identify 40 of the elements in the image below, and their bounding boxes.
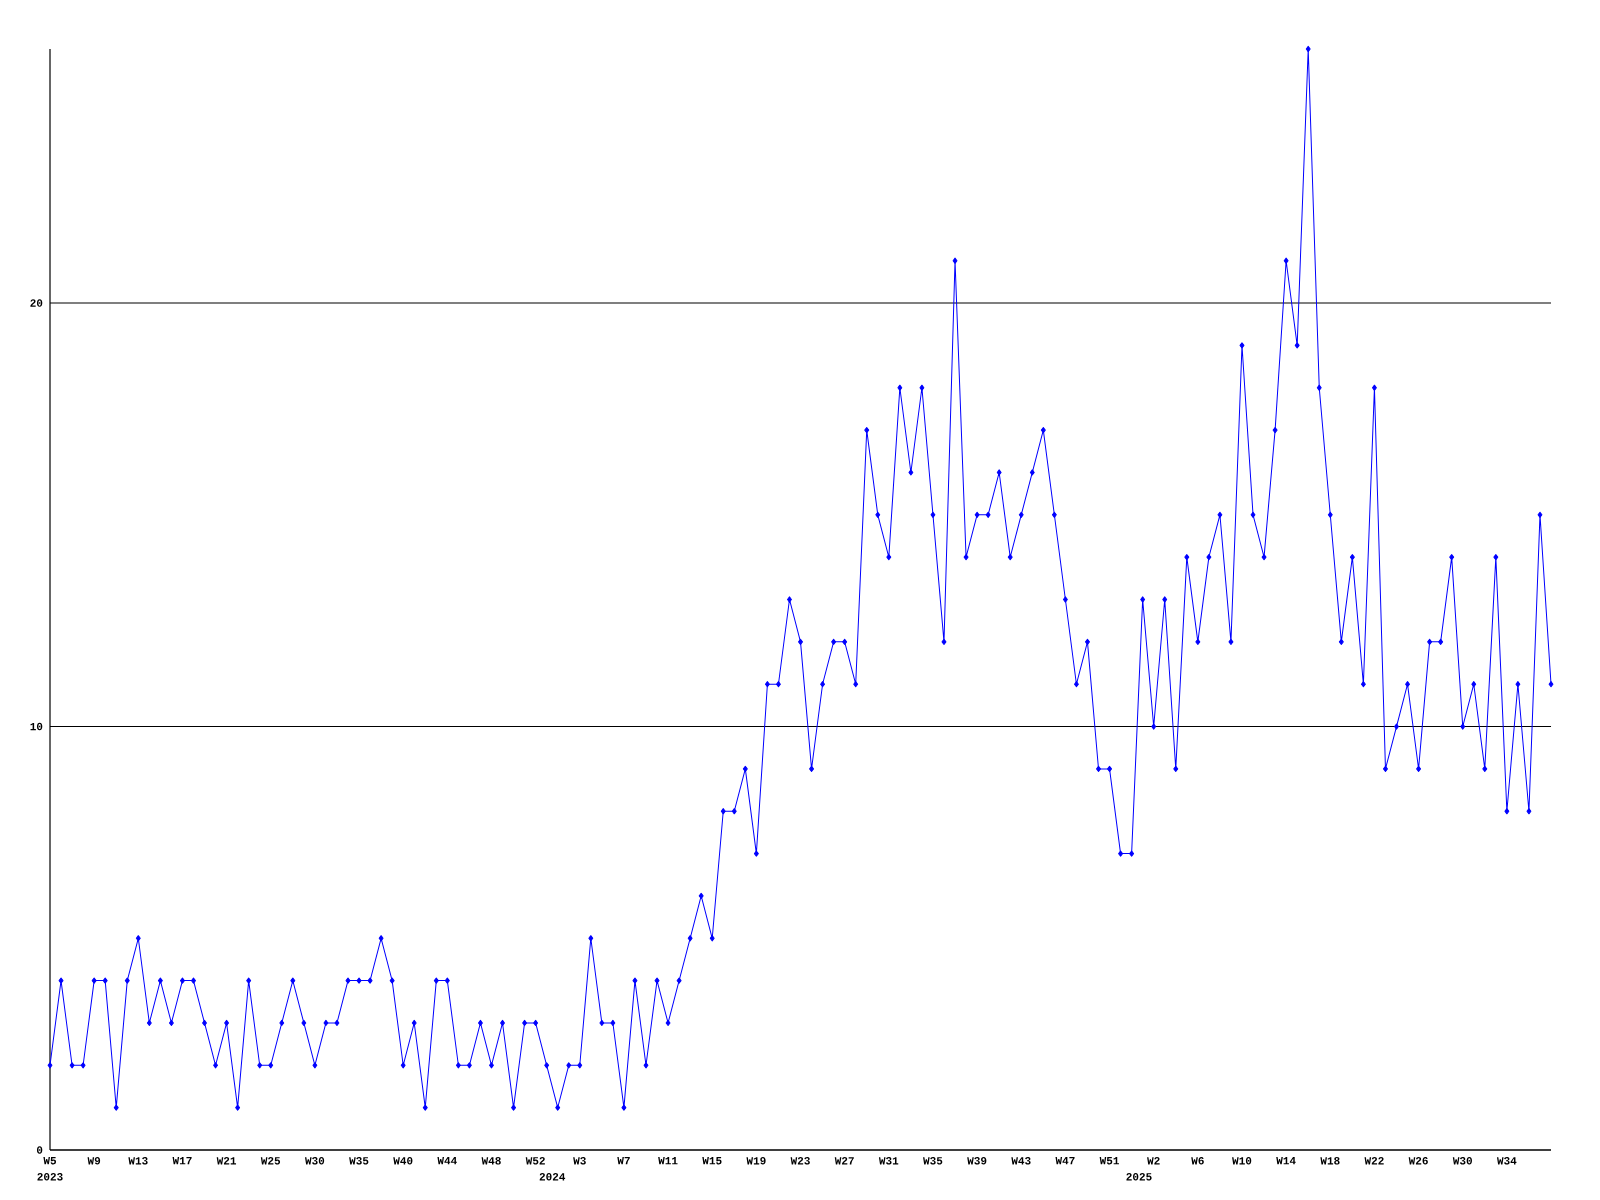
text: 2023 — [37, 1173, 63, 1181]
x-tick-label: W51 — [1099, 1157, 1119, 1165]
x-tick-label: W48 — [481, 1157, 501, 1165]
x-tick-label: W52 — [525, 1157, 545, 1165]
text: 2024 — [539, 1173, 566, 1181]
y-tick-label: 10 — [30, 722, 43, 731]
x-tick-label: W3 — [573, 1157, 586, 1165]
x-tick-label: W25 — [260, 1157, 281, 1165]
x-tick-label: W31 — [878, 1157, 899, 1165]
x-tick-label: W5 — [43, 1157, 57, 1165]
x-tick-label: W7 — [617, 1157, 630, 1165]
x-tick-label: W18 — [1320, 1157, 1340, 1165]
x-tick-label: W43 — [1011, 1157, 1031, 1165]
x-tick-label: W21 — [216, 1157, 237, 1165]
x-tick-label: W19 — [746, 1157, 766, 1165]
text: 2025 — [1126, 1173, 1152, 1181]
x-tick-label: W6 — [1191, 1157, 1204, 1165]
x-tick-label: W35 — [349, 1157, 369, 1165]
x-tick-label: W34 — [1496, 1157, 1517, 1165]
x-tick-label: W27 — [834, 1157, 854, 1165]
x-tick-label: W11 — [658, 1157, 678, 1165]
x-tick-label: W17 — [172, 1157, 192, 1165]
x-tick-label: W13 — [128, 1157, 148, 1165]
x-tick-label: W35 — [923, 1157, 943, 1165]
x-tick-label: W30 — [1452, 1157, 1472, 1165]
x-tick-label: W47 — [1055, 1157, 1075, 1165]
x-tick-label: W39 — [967, 1157, 987, 1165]
x-tick-label: W23 — [790, 1157, 810, 1165]
y-tick-label: 0 — [36, 1146, 43, 1154]
x-tick-label: W2 — [1147, 1157, 1160, 1165]
x-tick-label: W40 — [393, 1157, 413, 1165]
x-tick-label: W10 — [1232, 1157, 1252, 1165]
x-tick-label: W30 — [304, 1157, 325, 1165]
y-tick-label: 20 — [30, 299, 43, 307]
x-tick-label: W22 — [1364, 1157, 1384, 1165]
x-tick-label: W44 — [437, 1157, 457, 1165]
x-tick-label: W9 — [87, 1157, 101, 1165]
x-tick-label: W15 — [702, 1157, 722, 1165]
x-tick-label: W14 — [1276, 1157, 1296, 1165]
x-tick-label: W26 — [1408, 1157, 1428, 1165]
